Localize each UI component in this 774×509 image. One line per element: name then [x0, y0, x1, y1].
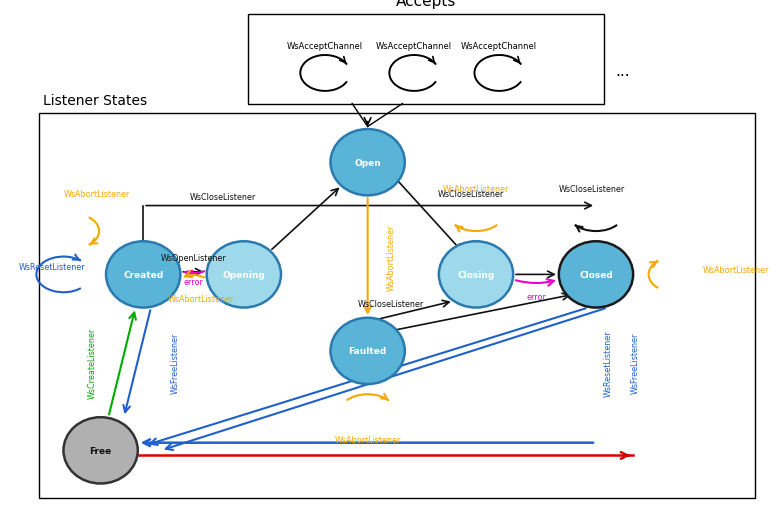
Text: WsAbortListener: WsAbortListener [63, 189, 130, 199]
Ellipse shape [63, 417, 138, 484]
Text: Closing: Closing [457, 270, 495, 279]
Text: WsCloseListener: WsCloseListener [559, 184, 625, 193]
Ellipse shape [330, 318, 405, 384]
Text: WsFreeListener: WsFreeListener [170, 332, 180, 393]
Text: WsOpenListener: WsOpenListener [161, 253, 226, 262]
Text: WsFreeListener: WsFreeListener [631, 332, 640, 393]
Text: WsCreateListener: WsCreateListener [87, 327, 97, 398]
Text: WsAbortListener: WsAbortListener [443, 184, 509, 193]
Text: WsAcceptChannel: WsAcceptChannel [287, 42, 363, 51]
Text: WsAbortListener: WsAbortListener [334, 435, 401, 444]
Text: WsResetListener: WsResetListener [604, 329, 613, 396]
Text: Free: Free [90, 446, 111, 455]
Ellipse shape [559, 242, 633, 308]
Ellipse shape [439, 242, 513, 308]
Text: WsAcceptChannel: WsAcceptChannel [376, 42, 452, 51]
Text: error: error [183, 277, 204, 287]
Text: WsResetListener: WsResetListener [19, 263, 85, 272]
Text: Accepts: Accepts [396, 0, 456, 9]
Text: WsAbortListener: WsAbortListener [387, 224, 396, 290]
Text: ...: ... [616, 64, 630, 79]
Text: Listener States: Listener States [43, 94, 147, 107]
Text: WsAbortListener: WsAbortListener [703, 265, 769, 274]
Text: Faulted: Faulted [348, 347, 387, 356]
Text: Open: Open [354, 158, 381, 167]
Text: WsCloseListener: WsCloseListener [358, 299, 424, 308]
FancyBboxPatch shape [248, 15, 604, 104]
Ellipse shape [330, 130, 405, 196]
Text: WsCloseListener: WsCloseListener [190, 193, 256, 202]
FancyBboxPatch shape [39, 114, 755, 498]
Text: WsAcceptChannel: WsAcceptChannel [461, 42, 537, 51]
Text: Closed: Closed [579, 270, 613, 279]
Text: error: error [526, 293, 546, 302]
Ellipse shape [106, 242, 180, 308]
Text: Created: Created [123, 270, 163, 279]
Text: WsCloseListener: WsCloseListener [437, 189, 504, 199]
Text: Opening: Opening [222, 270, 265, 279]
Text: WsAbortListener: WsAbortListener [168, 294, 235, 303]
Ellipse shape [207, 242, 281, 308]
